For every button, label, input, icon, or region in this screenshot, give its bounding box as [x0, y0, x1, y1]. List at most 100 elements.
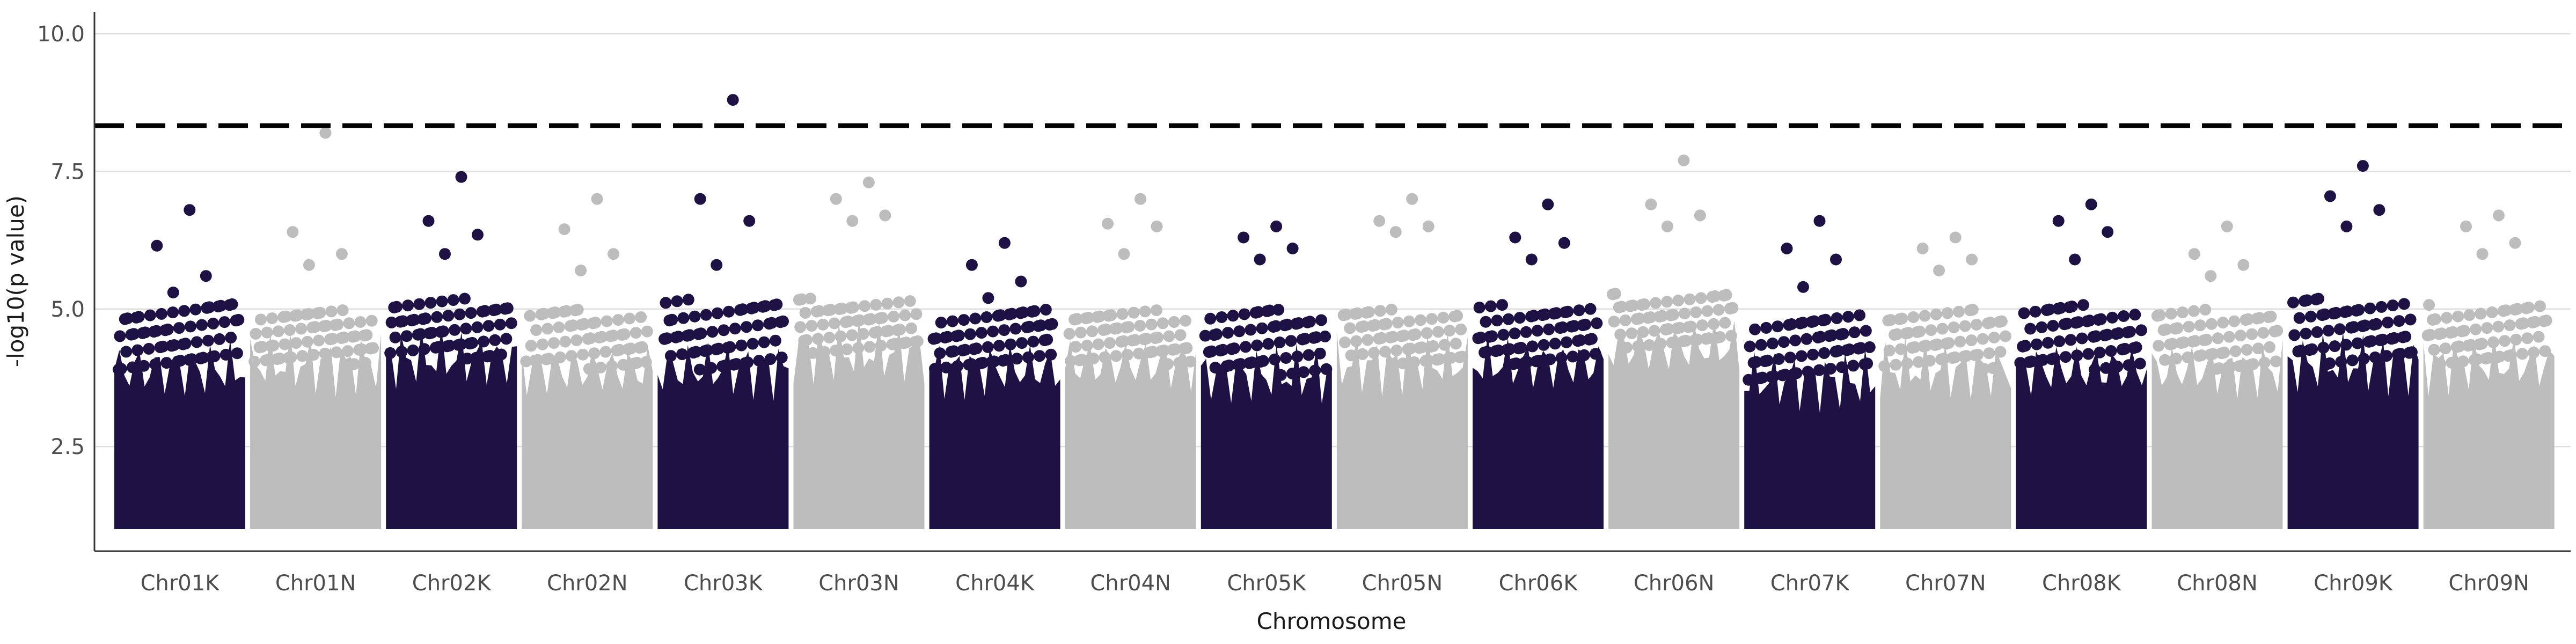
data-point	[752, 319, 764, 332]
data-point	[999, 354, 1012, 366]
data-point	[1790, 367, 1803, 379]
data-point	[338, 331, 350, 343]
data-point	[396, 346, 408, 358]
data-point	[442, 310, 455, 322]
data-point	[144, 309, 156, 321]
data-point	[2470, 323, 2482, 335]
peak-point	[2340, 220, 2353, 232]
data-point	[1403, 315, 1415, 327]
data-point	[291, 309, 303, 321]
chromosome-points-chr04k	[927, 304, 1058, 375]
data-point	[1785, 318, 1798, 330]
data-point	[354, 316, 367, 328]
data-point	[1128, 306, 1140, 319]
data-point	[1637, 326, 1649, 338]
chromosome-band-chr04n	[1065, 340, 1196, 529]
data-point	[1978, 363, 1990, 375]
peak-point	[1949, 231, 1962, 244]
data-point	[303, 308, 315, 320]
data-point	[2529, 316, 2541, 328]
data-point	[1491, 314, 1503, 327]
data-point	[1842, 311, 1854, 323]
data-point	[1473, 302, 1485, 314]
data-point	[1720, 289, 1732, 301]
data-point	[748, 302, 760, 314]
peak-point	[2237, 259, 2250, 271]
data-point	[1562, 305, 1574, 318]
data-point	[852, 342, 865, 354]
data-point	[1826, 329, 1838, 341]
data-point	[553, 321, 565, 333]
data-point	[2241, 343, 2253, 356]
data-point	[2018, 307, 2030, 319]
data-point	[2398, 298, 2410, 310]
data-point	[635, 311, 647, 323]
data-point	[2317, 341, 2330, 354]
data-point	[1270, 320, 1282, 332]
data-point	[2404, 313, 2417, 326]
data-point	[631, 356, 643, 369]
data-point	[426, 326, 438, 339]
data-point	[478, 335, 490, 348]
x-tick-label: Chr07N	[1905, 571, 1986, 596]
peak-point	[982, 292, 994, 304]
x-axis-title: Chromosome	[1257, 608, 1407, 634]
data-point	[630, 327, 642, 339]
data-point	[1005, 338, 1016, 350]
data-point	[1163, 330, 1175, 342]
data-point	[2447, 326, 2459, 338]
peak-point	[2188, 248, 2200, 260]
data-point	[1123, 321, 1135, 333]
data-point	[1709, 290, 1721, 302]
x-tick-label: Chr01K	[141, 571, 221, 596]
data-point	[2135, 324, 2147, 336]
data-point	[115, 363, 127, 375]
data-point	[453, 308, 466, 320]
data-point	[2312, 292, 2324, 305]
data-point	[2388, 332, 2400, 344]
data-point	[1972, 348, 1984, 361]
data-point	[1480, 316, 1492, 328]
data-point	[1240, 341, 1252, 353]
data-point	[325, 305, 338, 318]
data-point	[701, 344, 713, 356]
data-point	[1567, 350, 1579, 363]
data-point	[993, 340, 1005, 352]
data-point	[2428, 343, 2440, 356]
data-point	[2475, 308, 2487, 320]
data-point	[531, 354, 544, 366]
data-point	[1755, 339, 1767, 351]
data-point	[1672, 295, 1685, 306]
data-point	[2019, 340, 2031, 352]
data-point	[2369, 351, 2381, 363]
data-point	[2322, 325, 2334, 337]
data-point	[2287, 296, 2299, 309]
data-point	[1397, 357, 1409, 370]
data-point	[1291, 350, 1304, 363]
peak-point	[1558, 237, 1570, 249]
data-point	[1760, 321, 1773, 334]
data-point	[121, 312, 134, 325]
data-point	[1632, 340, 1644, 353]
data-point	[2253, 312, 2266, 324]
data-point	[2106, 311, 2118, 324]
peak-point	[1254, 253, 1266, 266]
data-point	[1209, 362, 1221, 374]
data-point	[1515, 341, 1527, 354]
data-point	[817, 318, 829, 331]
data-point	[2242, 313, 2255, 325]
data-point	[1150, 304, 1162, 317]
data-point	[400, 330, 413, 342]
data-point	[1960, 350, 1973, 362]
data-point	[437, 325, 449, 338]
data-point	[2119, 342, 2131, 355]
data-point	[2493, 350, 2506, 363]
data-point	[2434, 358, 2447, 370]
data-point	[894, 324, 906, 335]
data-point	[1404, 342, 1417, 355]
y-tick-labels: 2.5 5.0 7.5 10.0	[37, 22, 85, 459]
peak-point	[287, 226, 299, 238]
data-point	[1272, 304, 1285, 316]
data-point	[2100, 362, 2112, 374]
data-point	[1609, 288, 1621, 300]
